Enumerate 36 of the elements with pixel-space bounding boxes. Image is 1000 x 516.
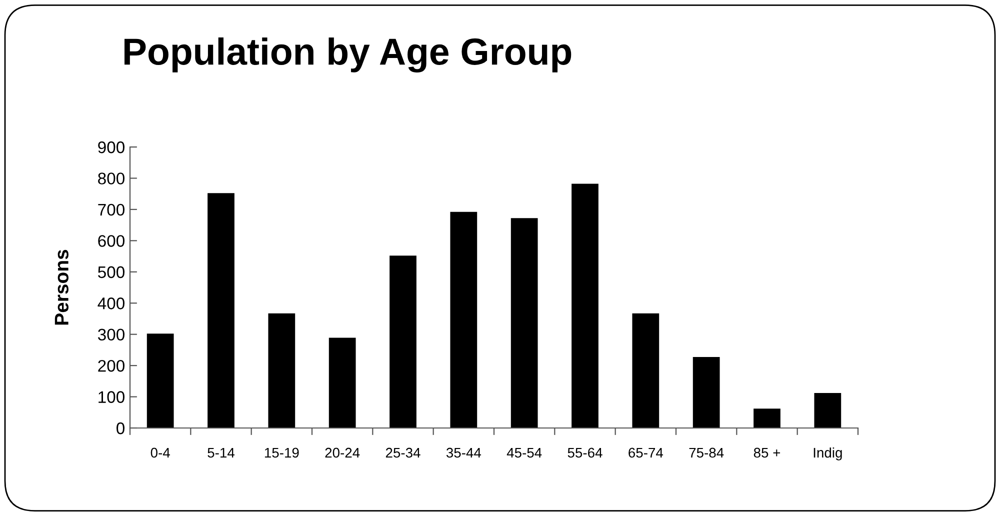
- y-tick-label: 700: [98, 204, 124, 216]
- bar: [572, 184, 598, 428]
- bar: [450, 212, 478, 428]
- x-tick-label: 85 +: [754, 448, 780, 458]
- x-tick-label: 25-34: [386, 448, 420, 458]
- y-tick-label: 900: [98, 141, 124, 154]
- bar: [754, 408, 780, 428]
- bar: [208, 193, 234, 428]
- x-tick-label: 55-64: [568, 448, 602, 458]
- bar: [390, 256, 416, 428]
- x-tick-label: 75-84: [689, 448, 724, 458]
- bar: [146, 334, 174, 428]
- x-tick-label: 45-54: [506, 448, 542, 458]
- chart-title: Population by Age Group: [124, 37, 572, 73]
- x-tick-label: 15-19: [264, 448, 299, 458]
- bar: [328, 338, 356, 428]
- y-tick-label: 600: [98, 235, 124, 247]
- y-tick-label: 800: [98, 172, 124, 184]
- x-tick-label: 0-4: [150, 448, 170, 458]
- bar: [510, 218, 538, 428]
- bar: [268, 313, 296, 428]
- y-axis-title: Persons: [54, 250, 68, 325]
- y-tick-label: 100: [98, 391, 124, 403]
- x-tick-label: 20-24: [325, 448, 360, 458]
- bar: [814, 392, 842, 428]
- x-tick-label: 65-74: [628, 448, 664, 458]
- x-tick-label: Indig: [814, 447, 842, 460]
- y-tick-label: 200: [98, 360, 124, 372]
- x-tick-label: 5-14: [208, 448, 234, 458]
- y-tick-label: 300: [98, 328, 124, 341]
- y-tick-label: 400: [98, 298, 124, 310]
- bar: [692, 357, 720, 428]
- y-tick-label: 500: [98, 266, 124, 278]
- x-tick-label: 35-44: [446, 448, 482, 458]
- bar: [632, 313, 660, 428]
- y-tick-label: 0: [116, 422, 124, 434]
